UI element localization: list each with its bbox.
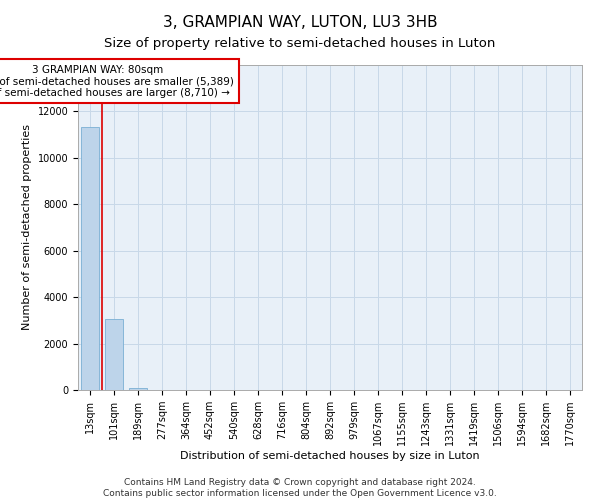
Text: 3, GRAMPIAN WAY, LUTON, LU3 3HB: 3, GRAMPIAN WAY, LUTON, LU3 3HB xyxy=(163,15,437,30)
Bar xyxy=(105,319,123,390)
Bar xyxy=(129,388,147,390)
Text: Contains HM Land Registry data © Crown copyright and database right 2024.
Contai: Contains HM Land Registry data © Crown c… xyxy=(103,478,497,498)
Bar xyxy=(81,126,99,390)
Y-axis label: Number of semi-detached properties: Number of semi-detached properties xyxy=(22,124,32,330)
Text: 3 GRAMPIAN WAY: 80sqm
← 37% of semi-detached houses are smaller (5,389)
60% of s: 3 GRAMPIAN WAY: 80sqm ← 37% of semi-deta… xyxy=(0,64,234,98)
Text: Size of property relative to semi-detached houses in Luton: Size of property relative to semi-detach… xyxy=(104,38,496,51)
X-axis label: Distribution of semi-detached houses by size in Luton: Distribution of semi-detached houses by … xyxy=(180,451,480,461)
